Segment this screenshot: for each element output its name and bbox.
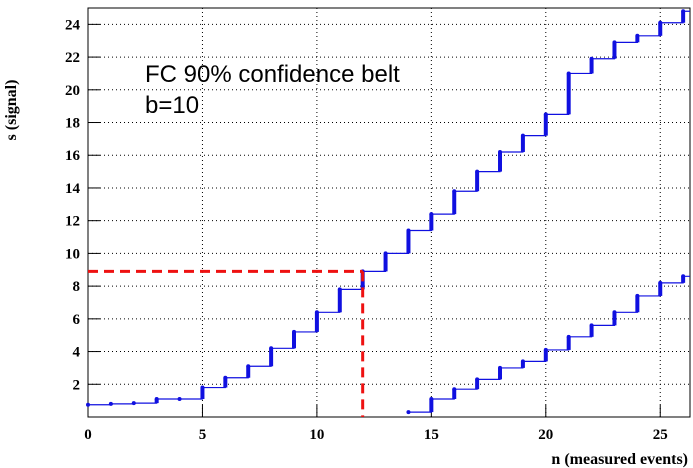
- annotation: b=10: [145, 92, 199, 119]
- y-tick-label: 2: [73, 377, 81, 393]
- y-tick-label: 22: [65, 50, 80, 66]
- x-tick-label: 25: [653, 427, 668, 443]
- y-tick-label: 16: [65, 148, 81, 164]
- x-tick-label: 10: [309, 427, 324, 443]
- y-tick-label: 12: [65, 214, 80, 230]
- x-tick-label: 0: [84, 427, 92, 443]
- x-tick-label: 5: [199, 427, 207, 443]
- y-tick-label: 4: [73, 345, 81, 361]
- belt-edge: [408, 275, 690, 413]
- y-tick-label: 10: [65, 246, 80, 262]
- x-tick-label: 15: [424, 427, 439, 443]
- y-tick-label: 6: [73, 312, 81, 328]
- plot-frame: [87, 7, 691, 418]
- x-tick-label: 20: [538, 427, 553, 443]
- y-axis-label: s (signal): [3, 80, 20, 141]
- y-tick-label: 8: [73, 279, 81, 295]
- y-tick-label: 18: [65, 116, 80, 132]
- x-axis-label: n (measured events): [551, 451, 688, 468]
- y-tick-label: 24: [65, 17, 81, 33]
- belt-edge: [88, 10, 690, 406]
- y-tick-label: 20: [65, 83, 80, 99]
- y-tick-label: 14: [65, 181, 81, 197]
- annotation: FC 90% confidence belt: [145, 61, 400, 88]
